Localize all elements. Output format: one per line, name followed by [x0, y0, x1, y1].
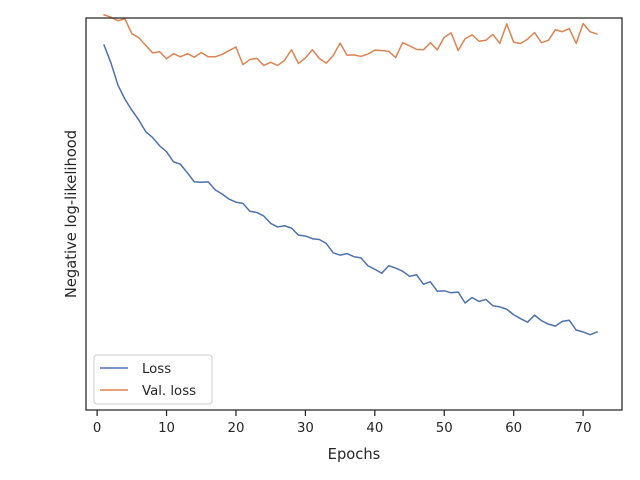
legend-label-2: Val. loss: [142, 384, 196, 399]
axes: 0 10 20 30 40 50 60 70 Epochs Negative log-likeli…: [63, 17, 623, 463]
x-tick-label: 70: [575, 421, 592, 436]
plot-area: [103, 13, 598, 336]
legend: Loss Val. loss: [93, 354, 213, 405]
x-tick-label: 0: [93, 421, 101, 436]
series-line-1: [103, 44, 598, 336]
axes-frame: [85, 17, 623, 411]
y-axis-label: Negative log-likelihood: [63, 130, 80, 298]
series-line-2: [103, 13, 598, 67]
x-tick-label: 60: [505, 421, 522, 436]
legend-label-1: Loss: [142, 362, 171, 377]
x-tick-label: 20: [228, 421, 245, 436]
x-tick-label: 30: [297, 421, 314, 436]
x-axis-label: Epochs: [328, 446, 381, 463]
x-tick-label: 50: [436, 421, 453, 436]
x-tick-label: 10: [158, 421, 175, 436]
x-tick-label: 40: [366, 421, 383, 436]
